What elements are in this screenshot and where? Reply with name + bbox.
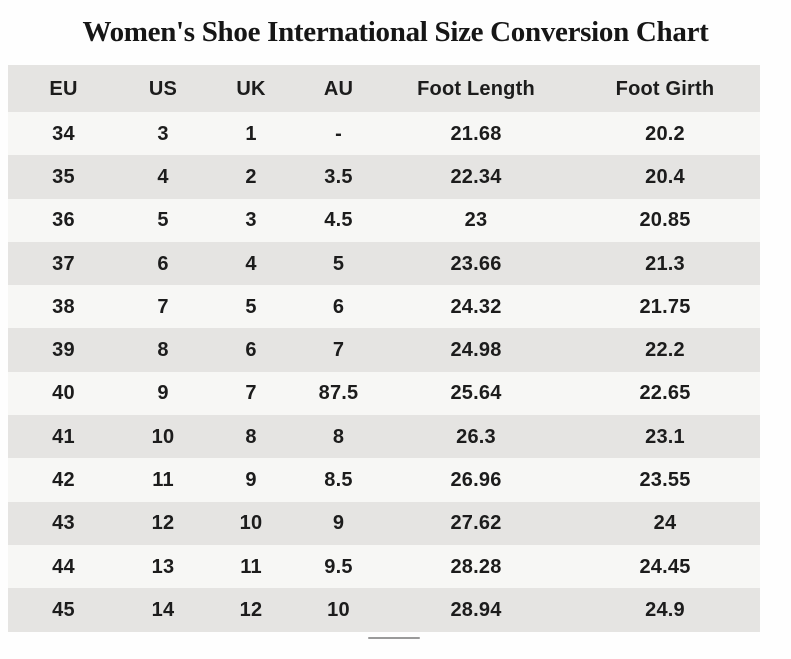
header-foot-length: Foot Length xyxy=(417,77,535,100)
cell-uk: 2 xyxy=(245,165,257,188)
table-row: 45 14 12 10 28.94 24.9 xyxy=(8,588,760,632)
cell-foot-length: 24.98 xyxy=(450,339,502,362)
cell-us: 9 xyxy=(157,382,169,405)
cell-eu: 41 xyxy=(52,425,75,448)
cell-us: 6 xyxy=(157,252,169,275)
cell-au: 4.5 xyxy=(324,209,353,232)
cell-au: 7 xyxy=(332,339,345,362)
page-title: Women's Shoe International Size Conversi… xyxy=(82,16,709,48)
cell-us: 5 xyxy=(157,209,169,232)
cell-us: 11 xyxy=(152,469,174,492)
cell-us: 3 xyxy=(157,122,169,145)
table-row: 36 5 3 4.5 23 20.85 xyxy=(8,198,760,242)
cell-foot-girth: 20.2 xyxy=(645,122,685,145)
table-row: 40 9 7 87.5 25.64 22.65 xyxy=(8,371,760,416)
cell-foot-girth: 23.55 xyxy=(639,469,691,492)
cell-eu: 35 xyxy=(52,165,75,188)
cell-uk: 1 xyxy=(245,122,257,145)
table-row: 39 8 6 7 24.98 22.2 xyxy=(8,328,760,372)
cell-foot-length: 23 xyxy=(464,209,488,232)
table-row: 35 4 2 3.5 22.34 20.4 xyxy=(8,155,760,199)
cell-uk: 8 xyxy=(245,425,257,448)
cell-au: 8.5 xyxy=(324,469,353,492)
cell-eu: 39 xyxy=(52,339,75,362)
cell-foot-length: 26.3 xyxy=(456,425,496,448)
table-row: 37 6 4 5 23.66 21.3 xyxy=(8,241,760,286)
cell-uk: 7 xyxy=(245,382,257,405)
header-foot-girth: Foot Girth xyxy=(615,77,715,100)
table-header-row: EU US UK AU Foot Length Foot Girth xyxy=(8,65,760,112)
cell-us: 10 xyxy=(151,425,175,448)
size-conversion-table: EU US UK AU Foot Length Foot Girth 34 3 … xyxy=(8,65,760,632)
cell-eu: 42 xyxy=(52,469,75,492)
cell-uk: 3 xyxy=(245,209,257,232)
table-row: 41 10 8 8 26.3 23.1 xyxy=(8,415,760,459)
cell-eu: 45 xyxy=(52,598,75,621)
cell-au: 9 xyxy=(332,512,345,535)
header-uk: UK xyxy=(236,77,266,100)
cell-au: 9.5 xyxy=(324,555,353,578)
cell-foot-girth: 20.4 xyxy=(645,165,685,188)
cell-foot-girth: 23.1 xyxy=(645,425,685,448)
cell-au: 6 xyxy=(332,295,345,318)
cell-uk: 9 xyxy=(245,469,257,492)
cell-foot-length: 26.96 xyxy=(450,469,502,492)
cell-uk: 11 xyxy=(240,555,262,578)
cell-us: 12 xyxy=(151,512,175,535)
cell-au: 3.5 xyxy=(324,165,353,188)
cell-au: - xyxy=(335,122,342,145)
cell-foot-length: 28.94 xyxy=(450,598,502,621)
cell-foot-girth: 21.75 xyxy=(639,295,691,318)
cell-eu: 43 xyxy=(52,512,75,535)
cell-us: 13 xyxy=(151,555,175,578)
cell-us: 14 xyxy=(151,598,175,621)
cell-eu: 38 xyxy=(52,295,75,318)
cell-au: 8 xyxy=(332,425,345,448)
cell-uk: 10 xyxy=(239,512,263,535)
cell-foot-length: 25.64 xyxy=(450,382,502,405)
cell-foot-length: 22.34 xyxy=(450,165,502,188)
cell-eu: 37 xyxy=(52,252,75,275)
cell-foot-length: 27.62 xyxy=(450,512,502,535)
cell-eu: 36 xyxy=(52,209,75,232)
header-us: US xyxy=(148,77,178,100)
cell-au: 10 xyxy=(327,598,350,621)
cell-foot-girth: 20.85 xyxy=(639,209,691,232)
cell-us: 4 xyxy=(157,165,169,188)
cell-uk: 6 xyxy=(245,339,257,362)
cell-foot-girth: 24.45 xyxy=(639,555,691,578)
table-row: 38 7 5 6 24.32 21.75 xyxy=(8,285,760,329)
cell-foot-length: 21.68 xyxy=(450,122,502,145)
cell-foot-girth: 22.65 xyxy=(639,382,691,405)
cell-foot-length: 24.32 xyxy=(450,295,502,318)
cell-au: 87.5 xyxy=(318,382,359,405)
cell-eu: 34 xyxy=(52,122,75,145)
cell-foot-girth: 22.2 xyxy=(645,339,685,362)
cell-eu: 44 xyxy=(52,555,75,578)
cell-foot-girth: 24 xyxy=(653,512,677,535)
table-row: 43 12 10 9 27.62 24 xyxy=(8,501,760,545)
cell-foot-length: 23.66 xyxy=(450,252,502,275)
header-eu: EU xyxy=(49,77,78,100)
cell-eu: 40 xyxy=(52,382,75,405)
table-row: 42 11 9 8.5 26.96 23.55 xyxy=(8,458,760,502)
cell-us: 7 xyxy=(157,295,169,318)
cell-au: 5 xyxy=(332,252,345,275)
cell-uk: 4 xyxy=(245,252,257,275)
cell-foot-length: 28.28 xyxy=(450,555,502,578)
cell-uk: 5 xyxy=(245,295,257,318)
cell-uk: 12 xyxy=(239,598,263,621)
cell-foot-girth: 24.9 xyxy=(645,598,685,621)
cell-us: 8 xyxy=(157,339,169,362)
table-row: 34 3 1 - 21.68 20.2 xyxy=(8,112,760,156)
cell-foot-girth: 21.3 xyxy=(645,252,685,275)
table-row: 44 13 11 9.5 28.28 24.45 xyxy=(8,544,760,589)
bottom-divider-line xyxy=(368,637,420,639)
header-au: AU xyxy=(323,77,354,100)
